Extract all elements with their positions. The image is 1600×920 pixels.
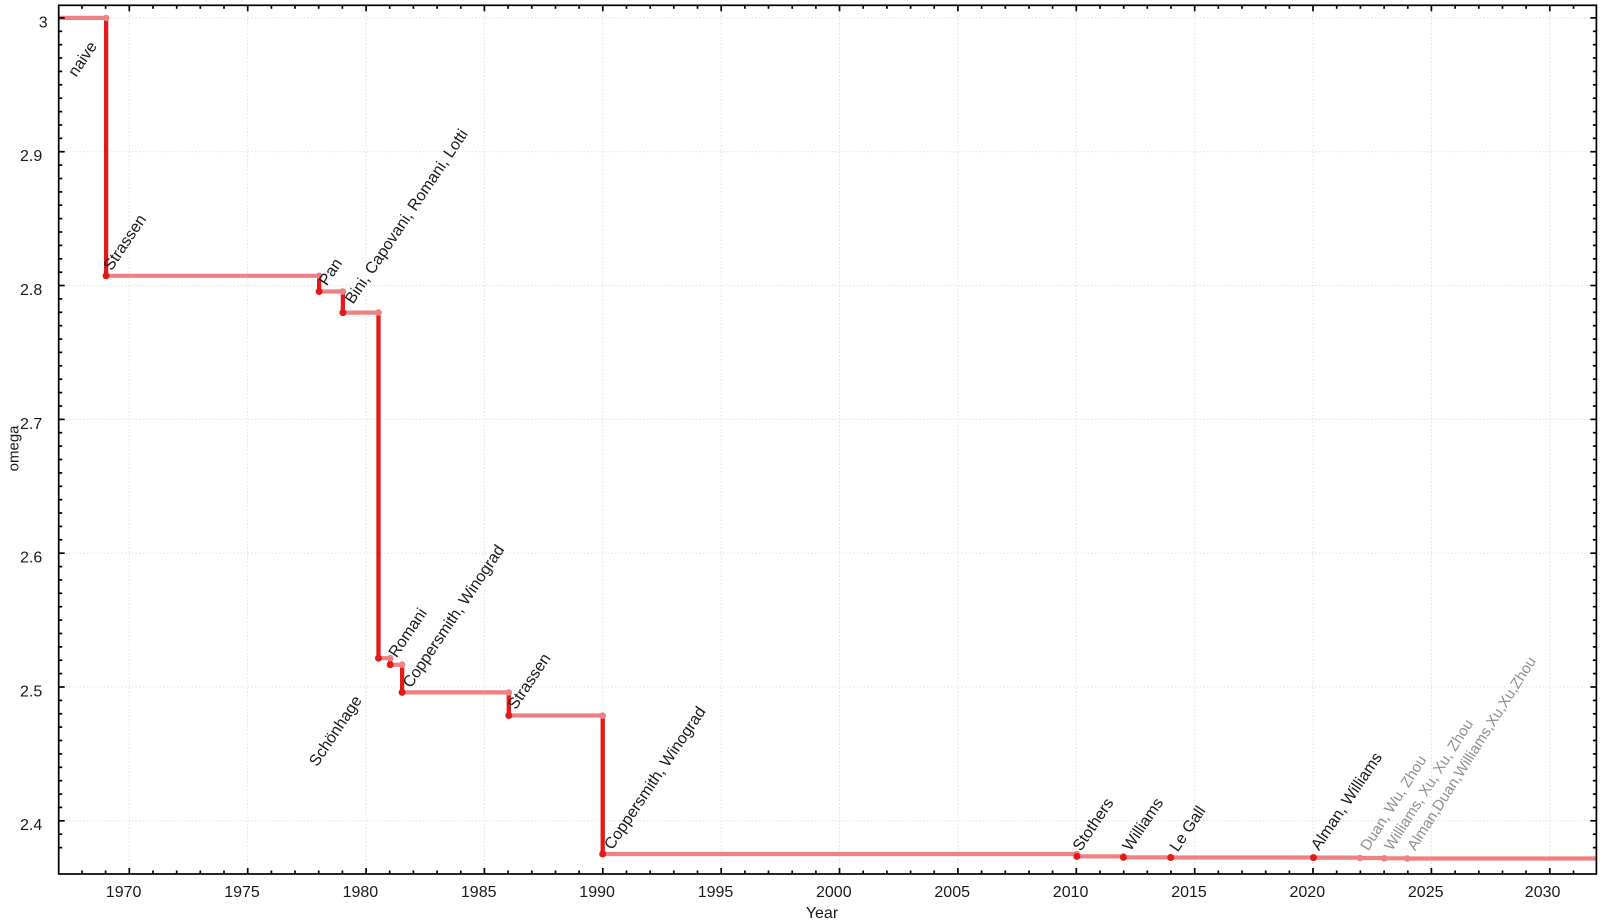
svg-text:2020: 2020: [1290, 884, 1326, 901]
svg-text:2.6: 2.6: [20, 550, 42, 567]
svg-text:1975: 1975: [224, 884, 260, 901]
svg-text:1970: 1970: [106, 884, 142, 901]
svg-text:Year: Year: [806, 905, 839, 920]
svg-text:2.4: 2.4: [20, 817, 42, 834]
svg-text:1995: 1995: [698, 884, 734, 901]
svg-text:2015: 2015: [1171, 884, 1207, 901]
svg-text:2.7: 2.7: [20, 416, 42, 433]
svg-text:1985: 1985: [461, 884, 497, 901]
svg-text:omega: omega: [5, 425, 22, 472]
svg-text:2010: 2010: [1053, 884, 1089, 901]
svg-text:2025: 2025: [1408, 884, 1444, 901]
svg-text:1990: 1990: [579, 884, 615, 901]
svg-text:3: 3: [39, 14, 48, 31]
svg-text:2.9: 2.9: [20, 148, 42, 165]
svg-text:2005: 2005: [934, 884, 970, 901]
svg-text:2000: 2000: [816, 884, 852, 901]
svg-text:2030: 2030: [1525, 884, 1561, 901]
svg-text:2.5: 2.5: [20, 683, 42, 700]
svg-text:1980: 1980: [343, 884, 379, 901]
svg-text:2.8: 2.8: [20, 282, 42, 299]
